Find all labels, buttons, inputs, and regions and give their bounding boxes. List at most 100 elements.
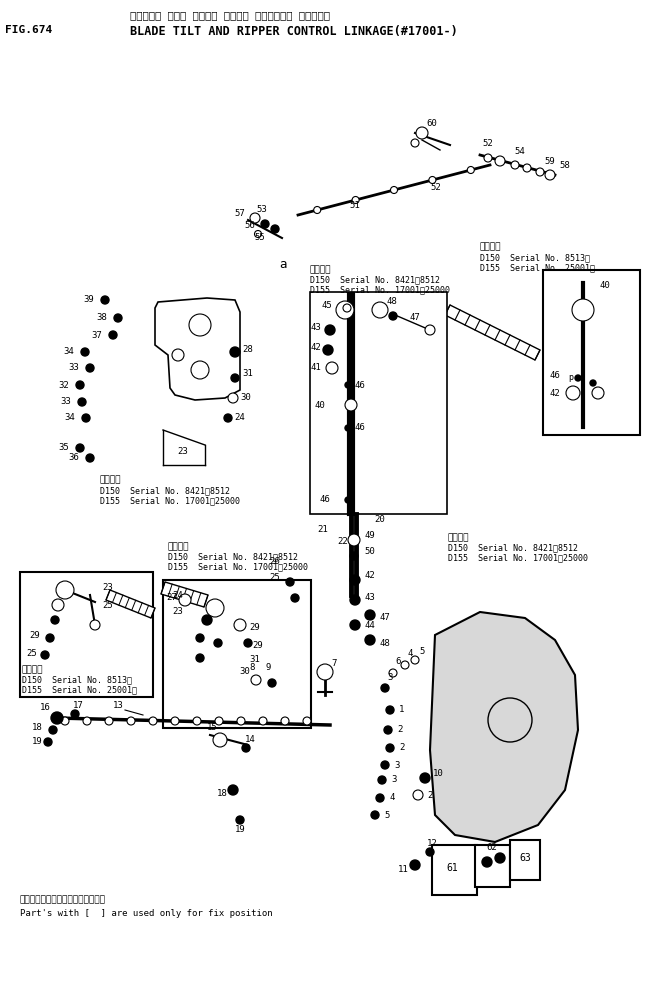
Circle shape <box>411 656 419 664</box>
Bar <box>432 845 477 895</box>
Text: D155  Serial No. 17001〜25000: D155 Serial No. 17001〜25000 <box>100 497 240 506</box>
Text: 適用号機: 適用号機 <box>310 266 331 275</box>
Circle shape <box>86 454 94 462</box>
Circle shape <box>76 381 84 389</box>
Text: D155  Serial No. 17001〜25000: D155 Serial No. 17001〜25000 <box>310 286 450 295</box>
Text: 12: 12 <box>426 838 437 847</box>
Circle shape <box>536 168 544 176</box>
Circle shape <box>376 794 384 802</box>
Text: 7: 7 <box>331 659 337 668</box>
Text: 48: 48 <box>380 639 391 648</box>
Circle shape <box>365 635 375 645</box>
Text: 6: 6 <box>395 658 400 667</box>
Text: 43: 43 <box>311 323 322 332</box>
Circle shape <box>228 393 238 403</box>
Circle shape <box>46 634 54 642</box>
Text: a: a <box>279 259 286 272</box>
Circle shape <box>81 348 89 356</box>
Text: 54: 54 <box>515 148 525 157</box>
Circle shape <box>261 220 269 228</box>
Circle shape <box>420 773 430 783</box>
Text: 23: 23 <box>103 583 113 592</box>
Circle shape <box>44 738 52 746</box>
Circle shape <box>425 325 435 335</box>
Text: 5: 5 <box>384 810 390 819</box>
Circle shape <box>86 364 94 372</box>
Text: 10: 10 <box>433 769 443 778</box>
Text: 56: 56 <box>245 221 255 230</box>
Text: 19: 19 <box>32 737 42 747</box>
Circle shape <box>259 717 267 725</box>
Circle shape <box>350 595 360 605</box>
Text: 2: 2 <box>427 791 433 800</box>
Circle shape <box>389 312 397 320</box>
Text: 51: 51 <box>350 200 361 209</box>
Circle shape <box>268 679 276 687</box>
Text: 30: 30 <box>241 394 251 403</box>
Text: 36: 36 <box>68 453 79 462</box>
Text: Part's with [  ] are used only for fix position: Part's with [ ] are used only for fix po… <box>20 909 273 918</box>
Circle shape <box>365 610 375 620</box>
Circle shape <box>251 675 261 685</box>
Circle shape <box>488 698 532 742</box>
Circle shape <box>244 639 252 647</box>
Polygon shape <box>161 582 208 607</box>
Bar <box>163 580 311 728</box>
Circle shape <box>391 186 398 193</box>
Circle shape <box>149 717 157 725</box>
Circle shape <box>484 154 492 162</box>
Text: 15: 15 <box>206 723 217 732</box>
Circle shape <box>467 167 475 174</box>
Text: D155  Serial No. 25001〜: D155 Serial No. 25001〜 <box>480 264 595 273</box>
Circle shape <box>202 615 212 625</box>
Text: 52: 52 <box>482 139 493 148</box>
Text: 61: 61 <box>446 863 458 873</box>
Circle shape <box>224 414 232 422</box>
Text: 4: 4 <box>408 649 413 658</box>
Text: D150  Serial No. 8513〜: D150 Serial No. 8513〜 <box>480 254 590 263</box>
Text: 11: 11 <box>398 865 408 875</box>
Circle shape <box>189 314 211 336</box>
Text: 8: 8 <box>249 664 255 673</box>
Text: 3: 3 <box>391 776 396 785</box>
Circle shape <box>343 304 351 312</box>
Circle shape <box>196 654 204 662</box>
Circle shape <box>82 414 90 422</box>
Text: 41: 41 <box>311 363 322 373</box>
Text: 34: 34 <box>64 414 76 423</box>
Text: 35: 35 <box>59 443 70 452</box>
Circle shape <box>352 196 359 203</box>
Circle shape <box>41 651 49 659</box>
Circle shape <box>191 361 209 379</box>
Circle shape <box>237 717 245 725</box>
Bar <box>543 270 640 435</box>
Circle shape <box>61 717 69 725</box>
Circle shape <box>172 349 184 361</box>
Text: 46: 46 <box>549 371 561 381</box>
Text: 1: 1 <box>399 705 405 714</box>
Text: 58: 58 <box>560 162 570 171</box>
Circle shape <box>90 620 100 630</box>
Circle shape <box>171 717 179 725</box>
Circle shape <box>413 790 423 800</box>
Circle shape <box>325 325 335 335</box>
Text: D150  Serial No. 8421】8512: D150 Serial No. 8421】8512 <box>310 276 440 285</box>
Circle shape <box>56 581 74 599</box>
Circle shape <box>317 664 333 680</box>
Circle shape <box>566 386 580 400</box>
Circle shape <box>426 848 434 856</box>
Circle shape <box>326 362 338 374</box>
Text: 18: 18 <box>32 723 42 732</box>
Text: 45: 45 <box>322 302 333 310</box>
Text: D150  Serial No. 8513〜: D150 Serial No. 8513〜 <box>22 676 132 684</box>
Circle shape <box>271 225 279 233</box>
Circle shape <box>193 717 201 725</box>
Circle shape <box>350 552 358 560</box>
Text: 29: 29 <box>30 632 40 641</box>
Circle shape <box>105 717 113 725</box>
Text: 48: 48 <box>387 298 397 307</box>
Text: 適用号機: 適用号機 <box>100 475 122 484</box>
Text: 適用号機: 適用号機 <box>22 666 44 675</box>
Text: 13: 13 <box>113 700 124 709</box>
Circle shape <box>495 853 505 863</box>
